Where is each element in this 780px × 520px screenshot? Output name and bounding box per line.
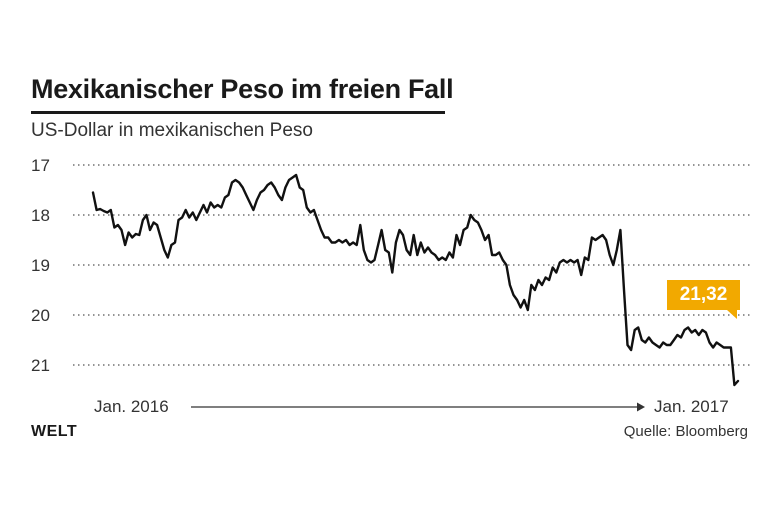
y-tick-label: 20 xyxy=(31,306,50,325)
y-tick-labels: 17 18 19 20 21 xyxy=(31,156,50,375)
source-note: Quelle: Bloomberg xyxy=(623,423,748,440)
timeline-arrow xyxy=(191,402,645,412)
y-tick-label: 17 xyxy=(31,156,50,175)
x-label-end: Jan. 2017 xyxy=(654,397,729,416)
chart-title: Mexikanischer Peso im freien Fall xyxy=(31,74,454,104)
series-line-usd-mxn xyxy=(91,173,740,387)
callout-pointer xyxy=(727,310,737,319)
title-underline xyxy=(31,111,445,114)
y-tick-label: 21 xyxy=(31,356,50,375)
chart-subtitle: US-Dollar in mexikanischen Peso xyxy=(31,120,313,141)
y-tick-label: 19 xyxy=(31,256,50,275)
y-tick-label: 18 xyxy=(31,206,50,225)
grid-lines xyxy=(73,164,750,366)
last-value-callout: 21,32 xyxy=(667,280,740,310)
welt-logo: WELT xyxy=(31,423,78,440)
x-label-start: Jan. 2016 xyxy=(94,397,169,416)
